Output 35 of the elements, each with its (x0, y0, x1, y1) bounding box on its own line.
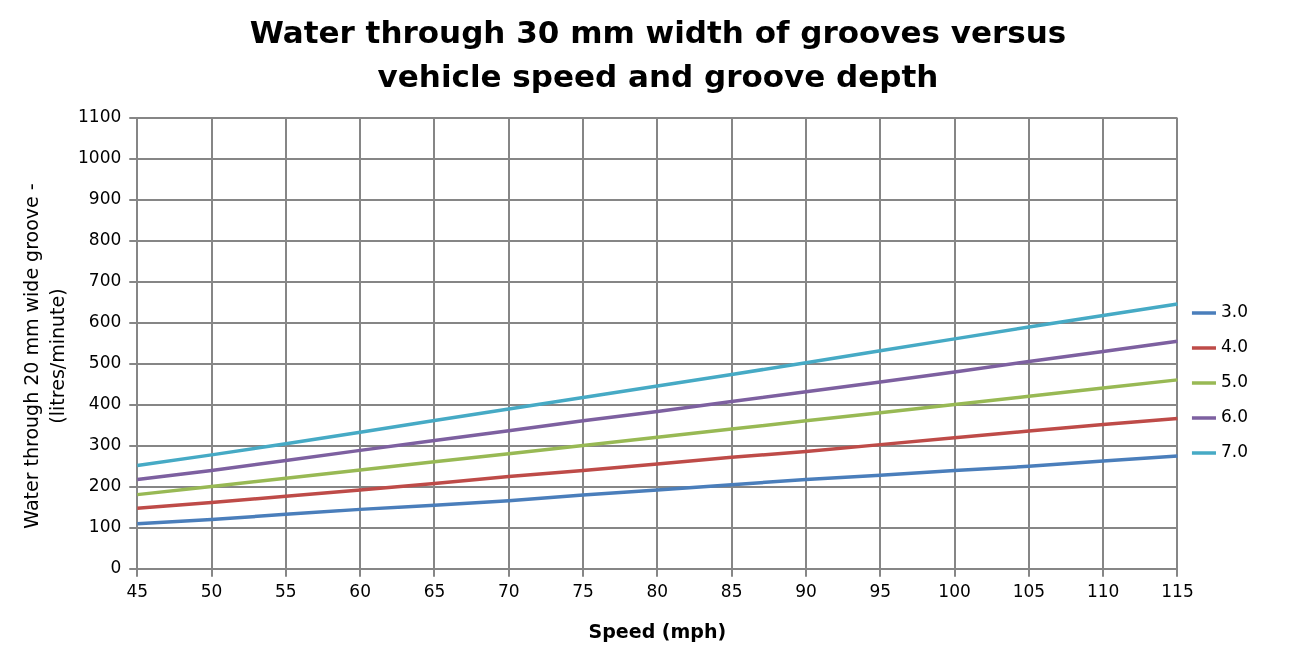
y-tick-label: 1100 (78, 106, 122, 127)
y-tick-label: 400 (88, 393, 122, 414)
x-tick-label: 85 (720, 581, 743, 602)
legend-label: 7.0 (1220, 441, 1249, 462)
y-tick-label: 100 (88, 516, 122, 537)
x-tick-label: 75 (572, 581, 594, 602)
x-tick-label: 105 (1012, 581, 1046, 602)
legend-label: 3.0 (1220, 301, 1249, 322)
y-tick-label: 300 (88, 434, 122, 455)
x-tick-label: 65 (423, 581, 446, 602)
x-tick-label: 80 (646, 581, 669, 602)
y-tick-label: 200 (88, 475, 122, 496)
y-tick-label: 700 (88, 270, 122, 291)
legend-label: 6.0 (1220, 406, 1249, 427)
x-tick-label: 55 (275, 581, 297, 602)
x-tick-label: 115 (1161, 581, 1194, 602)
x-tick-label: 70 (497, 581, 520, 602)
y-tick-label: 0 (110, 557, 122, 578)
chart-title: Water through 30 mm width of grooves versus vehicle speed and groove depth (248, 13, 1068, 96)
x-tick-label: 60 (349, 581, 371, 602)
x-tick-label: 110 (1086, 581, 1120, 602)
y-tick-label: 900 (88, 188, 122, 209)
y-tick-label: 800 (88, 229, 122, 250)
x-axis-title: Speed (mph) (588, 619, 727, 642)
legend-label: 4.0 (1220, 336, 1249, 357)
x-tick-label: 90 (795, 581, 817, 602)
x-tick-label: 45 (126, 581, 149, 602)
y-tick-label: 600 (88, 311, 122, 332)
y-tick-label: 500 (88, 352, 122, 373)
x-tick-label: 50 (200, 581, 223, 602)
y-tick-label: 1000 (78, 147, 122, 168)
x-tick-label: 95 (869, 581, 892, 602)
x-tick-label: 100 (938, 581, 971, 602)
legend-label: 5.0 (1220, 371, 1249, 392)
y-axis-title: Water through 20 mm wide groove - (litres/minute) (19, 182, 69, 531)
